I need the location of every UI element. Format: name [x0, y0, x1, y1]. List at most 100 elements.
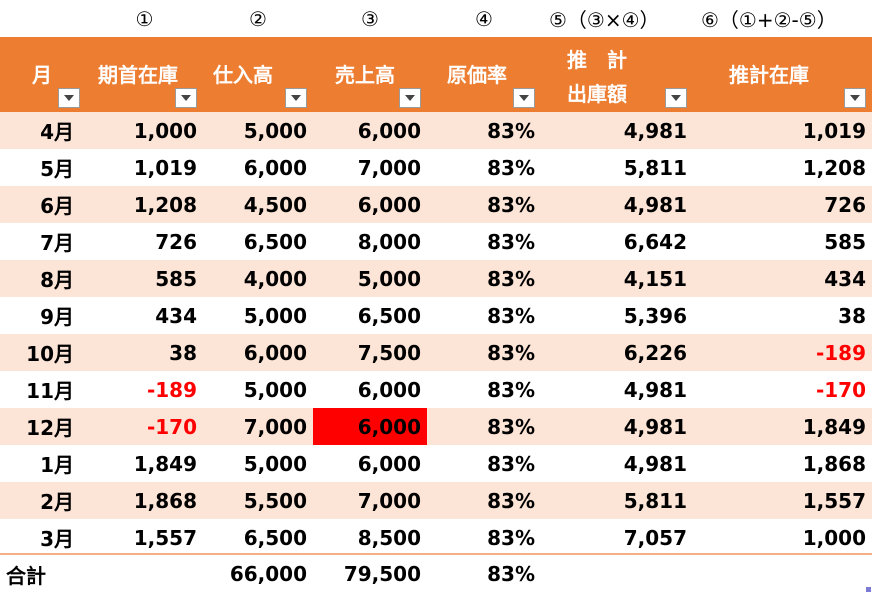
cost-rate-cell[interactable]: 83%: [487, 451, 535, 476]
purchases-cell[interactable]: 4,000: [243, 266, 307, 291]
header-sales[interactable]: 売上高: [313, 37, 427, 112]
purchases-cell[interactable]: 6,500: [243, 229, 307, 254]
estimated-inventory-cell[interactable]: 585: [824, 229, 866, 254]
header-opening-inventory[interactable]: 期首在庫: [86, 37, 203, 112]
table-resize-handle[interactable]: [866, 587, 871, 592]
month-cell[interactable]: 1月: [40, 453, 74, 477]
sales-cell[interactable]: 8,500: [357, 525, 421, 550]
month-cell[interactable]: 10月: [26, 342, 74, 366]
cost-rate-cell[interactable]: 83%: [487, 303, 535, 328]
estimated-inventory-cell[interactable]: 38: [838, 303, 866, 328]
month-cell[interactable]: 12月: [26, 416, 74, 440]
month-cell[interactable]: 11月: [26, 379, 74, 403]
estimated-shipment-cell[interactable]: 4,151: [623, 266, 687, 291]
estimated-inventory-cell[interactable]: 1,000: [802, 525, 866, 550]
total-label-cell[interactable]: 合計: [6, 563, 46, 588]
marker-cell[interactable]: ②: [249, 6, 267, 31]
purchases-cell[interactable]: 4,500: [243, 192, 307, 217]
estimated-inventory-cell[interactable]: 726: [824, 192, 866, 217]
purchases-cell[interactable]: 5,000: [243, 377, 307, 402]
month-cell[interactable]: 6月: [40, 194, 74, 218]
filter-dropdown-button[interactable]: [175, 88, 197, 108]
opening-inventory-cell[interactable]: -170: [146, 414, 197, 439]
estimated-shipment-cell[interactable]: 5,811: [623, 488, 687, 513]
month-cell[interactable]: 9月: [40, 305, 74, 329]
purchases-cell[interactable]: 5,000: [243, 451, 307, 476]
total-inventory-cell[interactable]: [693, 555, 872, 593]
sales-cell[interactable]: 7,000: [357, 488, 421, 513]
sales-cell[interactable]: 6,500: [357, 303, 421, 328]
total-purchases-cell[interactable]: 66,000: [229, 562, 307, 586]
month-cell[interactable]: 7月: [40, 231, 74, 255]
total-shipment-cell[interactable]: [541, 555, 693, 593]
filter-dropdown-button[interactable]: [844, 88, 866, 108]
cost-rate-cell[interactable]: 83%: [487, 525, 535, 550]
month-cell[interactable]: 3月: [40, 527, 74, 551]
sales-cell[interactable]: 6,000: [313, 408, 427, 445]
opening-inventory-cell[interactable]: 434: [155, 303, 197, 328]
filter-dropdown-button[interactable]: [513, 88, 535, 108]
purchases-cell[interactable]: 6,000: [243, 155, 307, 180]
estimated-inventory-cell[interactable]: 1,868: [802, 451, 866, 476]
purchases-cell[interactable]: 5,500: [243, 488, 307, 513]
total-cost-rate-cell[interactable]: 83%: [487, 562, 535, 586]
sales-cell[interactable]: 6,000: [357, 451, 421, 476]
header-purchases[interactable]: 仕入高: [203, 37, 313, 112]
purchases-cell[interactable]: 5,000: [243, 303, 307, 328]
purchases-cell[interactable]: 5,000: [243, 118, 307, 143]
opening-inventory-cell[interactable]: 38: [169, 340, 197, 365]
estimated-inventory-cell[interactable]: -170: [815, 377, 866, 402]
sales-cell[interactable]: 8,000: [357, 229, 421, 254]
cost-rate-cell[interactable]: 83%: [487, 192, 535, 217]
estimated-shipment-cell[interactable]: 4,981: [623, 192, 687, 217]
opening-inventory-cell[interactable]: 1,208: [133, 192, 197, 217]
total-opening-cell[interactable]: [86, 555, 203, 593]
month-cell[interactable]: 4月: [40, 120, 74, 144]
estimated-shipment-cell[interactable]: 6,642: [623, 229, 687, 254]
marker-cell[interactable]: ⑥（①+②-⑤）: [701, 8, 837, 32]
opening-inventory-cell[interactable]: 1,000: [133, 118, 197, 143]
estimated-shipment-cell[interactable]: 4,981: [623, 118, 687, 143]
sales-cell[interactable]: 6,000: [357, 377, 421, 402]
header-month[interactable]: 月: [0, 37, 86, 112]
sales-cell[interactable]: 6,000: [357, 118, 421, 143]
header-cost-rate[interactable]: 原価率: [427, 37, 541, 112]
sales-cell[interactable]: 6,000: [357, 192, 421, 217]
sales-cell[interactable]: 7,500: [357, 340, 421, 365]
month-cell[interactable]: 8月: [40, 268, 74, 292]
cost-rate-cell[interactable]: 83%: [487, 229, 535, 254]
estimated-inventory-cell[interactable]: 1,019: [802, 118, 866, 143]
month-cell[interactable]: 2月: [40, 490, 74, 514]
purchases-cell[interactable]: 7,000: [243, 414, 307, 439]
cost-rate-cell[interactable]: 83%: [487, 266, 535, 291]
cost-rate-cell[interactable]: 83%: [487, 340, 535, 365]
estimated-shipment-cell[interactable]: 5,811: [623, 155, 687, 180]
opening-inventory-cell[interactable]: 1,019: [133, 155, 197, 180]
cost-rate-cell[interactable]: 83%: [487, 414, 535, 439]
marker-cell[interactable]: ④: [475, 6, 493, 31]
sales-cell[interactable]: 7,000: [357, 155, 421, 180]
estimated-shipment-cell[interactable]: 7,057: [623, 525, 687, 550]
opening-inventory-cell[interactable]: -189: [146, 377, 197, 402]
opening-inventory-cell[interactable]: 1,868: [133, 488, 197, 513]
estimated-shipment-cell[interactable]: 5,396: [623, 303, 687, 328]
estimated-inventory-cell[interactable]: 1,849: [802, 414, 866, 439]
cost-rate-cell[interactable]: 83%: [487, 118, 535, 143]
header-estimated-inventory[interactable]: 推計在庫: [693, 37, 872, 112]
filter-dropdown-button[interactable]: [285, 88, 307, 108]
marker-cell[interactable]: ③: [361, 6, 379, 31]
marker-cell[interactable]: [0, 0, 86, 37]
estimated-inventory-cell[interactable]: 1,557: [802, 488, 866, 513]
opening-inventory-cell[interactable]: 726: [155, 229, 197, 254]
opening-inventory-cell[interactable]: 1,849: [133, 451, 197, 476]
filter-dropdown-button[interactable]: [58, 88, 80, 108]
estimated-inventory-cell[interactable]: 434: [824, 266, 866, 291]
estimated-shipment-cell[interactable]: 4,981: [623, 451, 687, 476]
filter-dropdown-button[interactable]: [665, 88, 687, 108]
filter-dropdown-button[interactable]: [399, 88, 421, 108]
estimated-shipment-cell[interactable]: 6,226: [623, 340, 687, 365]
sales-cell[interactable]: 5,000: [357, 266, 421, 291]
opening-inventory-cell[interactable]: 585: [155, 266, 197, 291]
marker-cell[interactable]: ①: [135, 6, 154, 31]
purchases-cell[interactable]: 6,000: [243, 340, 307, 365]
